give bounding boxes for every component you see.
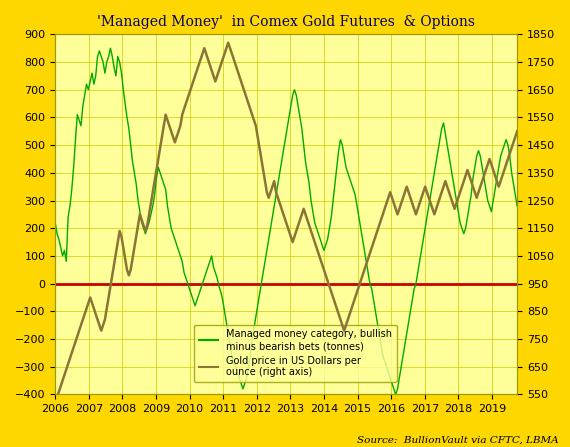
Title: 'Managed Money'  in Comex Gold Futures  & Options: 'Managed Money' in Comex Gold Futures & …	[97, 15, 475, 29]
Legend: Managed money category, bullish
minus bearish bets (tonnes), Gold price in US Do: Managed money category, bullish minus be…	[194, 325, 397, 382]
Text: Source:  BullionVault via CFTC, LBMA: Source: BullionVault via CFTC, LBMA	[357, 436, 559, 445]
